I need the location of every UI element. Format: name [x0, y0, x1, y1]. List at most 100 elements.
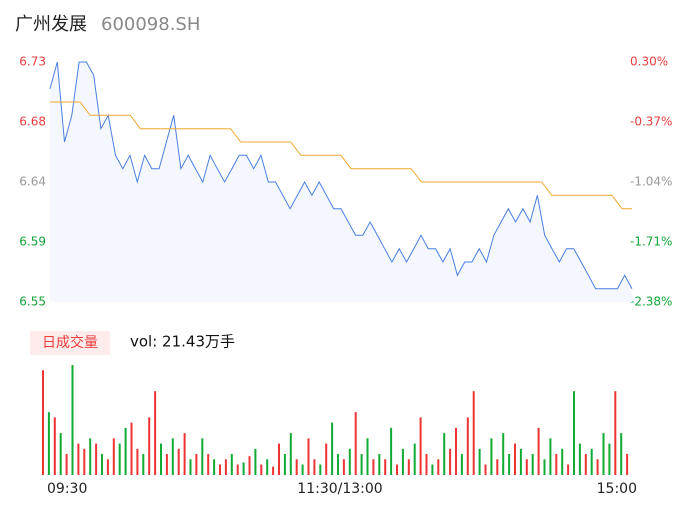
volume-bar [266, 459, 269, 475]
y-tick-label: 6.64 [19, 175, 46, 189]
volume-bar [254, 448, 257, 475]
volume-bar [401, 448, 404, 475]
y2-tick-label: 0.30% [630, 55, 668, 69]
volume-bar [460, 454, 463, 475]
volume-bar [160, 443, 162, 475]
volume-bar [437, 459, 440, 475]
volume-bar [431, 464, 434, 475]
volume-bar [384, 459, 387, 475]
volume-bar [71, 365, 74, 475]
volume-bar [561, 448, 564, 475]
volume-bar [425, 454, 428, 475]
volume-bar [567, 464, 570, 475]
volume-bar [319, 464, 322, 475]
x-tick-label: 15:00 [597, 481, 637, 497]
y-tick-label: 6.59 [19, 235, 46, 249]
volume-bar [590, 448, 593, 475]
volume-bar [378, 454, 381, 475]
y-tick-label: 6.55 [19, 295, 46, 309]
volume-bar [419, 417, 422, 475]
volume-bar [278, 443, 280, 475]
volume-bar [543, 459, 546, 475]
volume-bar [478, 448, 481, 475]
volume-bar [449, 448, 452, 475]
price-area [50, 62, 632, 302]
volume-bar [602, 433, 605, 475]
y2-tick-label: -0.37% [630, 115, 672, 129]
volume-bar [118, 443, 121, 475]
volume-bar [578, 443, 581, 475]
volume-bar [207, 454, 210, 475]
x-tick-label: 09:30 [47, 481, 87, 497]
volume-bar [502, 433, 505, 475]
volume-bar [95, 443, 98, 475]
chart-subtitle: 600098.SH [101, 14, 200, 35]
volume-bar [525, 459, 528, 475]
volume-bar [130, 422, 133, 475]
chart-title: 广州发展 [15, 14, 87, 35]
volume-bar [53, 417, 56, 475]
volume-bar [496, 459, 499, 475]
volume-bar [165, 454, 168, 475]
volume-bar [466, 417, 469, 475]
volume-bar [142, 454, 145, 475]
volume-bar [47, 412, 50, 475]
volume-bar [42, 370, 44, 475]
price-line [49, 61, 633, 290]
volume-bar [148, 417, 151, 475]
volume-bar [301, 464, 304, 475]
volume-bar [608, 443, 611, 475]
y-tick-label: 6.73 [19, 55, 46, 69]
volume-bar [549, 438, 552, 475]
volume-bar [484, 464, 487, 475]
volume-bar [83, 448, 86, 475]
volume-bar [584, 454, 587, 475]
volume-bar [407, 459, 410, 475]
volume-bar [248, 456, 251, 475]
volume-bar [331, 422, 334, 475]
volume-bar [337, 454, 339, 475]
volume-bar [213, 459, 216, 475]
volume-bar [342, 459, 345, 475]
volume-bar [230, 454, 233, 475]
volume-bar [189, 459, 192, 475]
volume-bar [219, 464, 221, 475]
volume-bar [490, 438, 493, 475]
volume-bar [555, 454, 558, 475]
volume-bar [65, 454, 68, 475]
volume-bar [573, 391, 575, 475]
volume-bar [443, 433, 446, 475]
volume-bar [289, 433, 292, 475]
volume-bar [390, 427, 393, 475]
volume-bar [313, 459, 316, 475]
volume-bar [455, 427, 457, 475]
volume-bar [177, 448, 180, 475]
volume-bar [472, 391, 475, 475]
volume-total: vol: 21.43万手 [130, 333, 235, 351]
x-tick-label: 11:30/13:00 [297, 481, 382, 497]
volume-title: 日成交量 [42, 334, 98, 351]
volume-bar [77, 443, 80, 475]
volume-bar [236, 464, 239, 475]
volume-bar [596, 459, 599, 475]
volume-bar [89, 438, 92, 475]
volume-bar [519, 448, 522, 475]
volume-bar [136, 448, 139, 475]
y-tick-label: 6.68 [19, 115, 46, 129]
volume-bar [59, 433, 62, 475]
volume-bar [171, 438, 174, 475]
y2-tick-label: -1.04% [630, 175, 672, 189]
volume-bar [325, 443, 328, 475]
volume-bar [626, 454, 629, 475]
volume-bar [101, 454, 103, 475]
volume-bar [242, 462, 245, 475]
volume-bar [508, 454, 511, 475]
volume-bar [348, 448, 351, 475]
volume-bar [272, 466, 275, 475]
volume-bar [614, 391, 617, 475]
volume-bar [283, 454, 286, 475]
volume-bar [224, 459, 227, 475]
volume-bar [396, 464, 398, 475]
volume-bar [413, 443, 416, 475]
volume-bar [124, 427, 127, 475]
